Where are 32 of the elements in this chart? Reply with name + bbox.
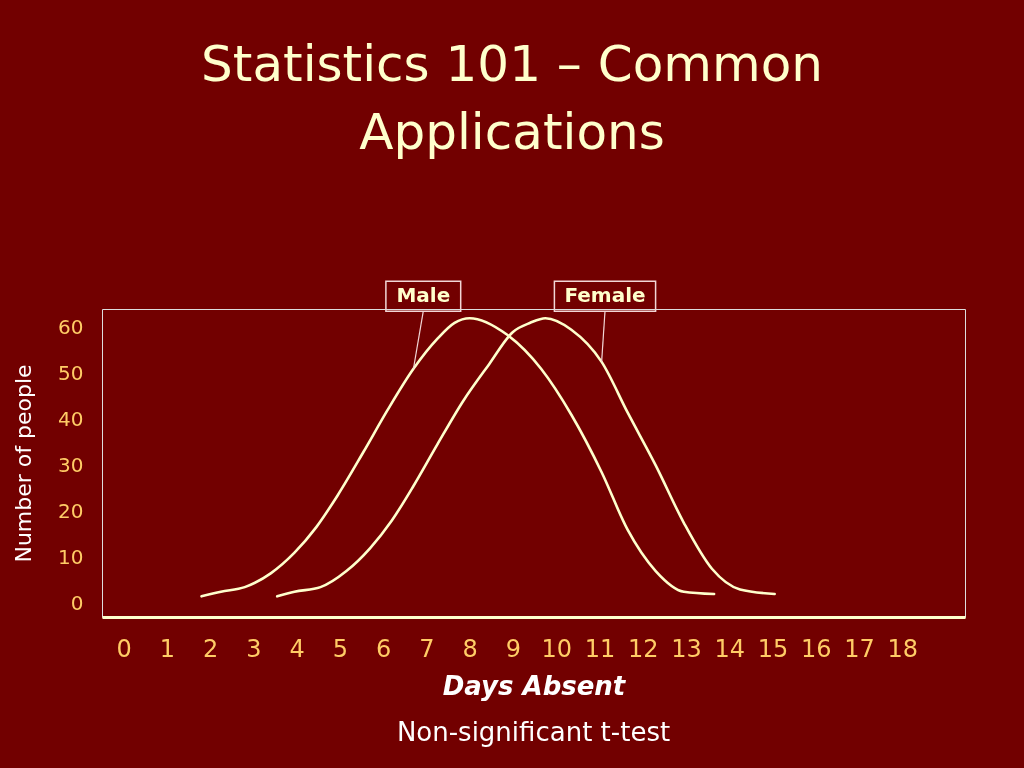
y-tick-label: 10	[58, 544, 84, 569]
x-tick-label: 10	[541, 634, 572, 663]
y-tick-label: 40	[58, 406, 84, 431]
chart-title: Statistics 101 – Common Applications	[201, 35, 823, 162]
x-tick-label: 4	[289, 634, 305, 663]
x-tick-label: 0	[116, 634, 132, 663]
x-tick-label: 2	[203, 634, 219, 663]
x-tick-label: 9	[505, 634, 522, 663]
x-tick-label: 18	[887, 634, 919, 663]
x-tick-label: 3	[246, 634, 262, 663]
text: Non-significant t-test	[396, 717, 671, 747]
y-tick-label: 30	[58, 452, 84, 477]
series-label: Male	[396, 283, 451, 308]
x-tick-label: 16	[800, 634, 832, 663]
x-tick-label: 12	[627, 634, 659, 663]
y-tick-label: 60	[58, 314, 84, 339]
y-tick-label: 0	[70, 590, 84, 615]
x-tick-label: 8	[462, 634, 478, 663]
x-tick-label: 15	[757, 634, 789, 663]
series-label: Female	[564, 283, 646, 308]
x-tick-label: 11	[584, 634, 616, 663]
y-tick-label: 50	[58, 360, 84, 385]
x-tick-label: 1	[159, 634, 176, 663]
x-tick-label: 14	[714, 634, 746, 663]
x-axis-title: Days Absent	[442, 670, 627, 701]
x-tick-label: 6	[376, 634, 392, 663]
y-axis-title: Number of people	[11, 364, 37, 563]
x-tick-label: 5	[332, 634, 349, 663]
x-tick-label: 13	[671, 634, 702, 663]
y-tick-label: 20	[58, 498, 84, 523]
x-tick-label: 17	[844, 634, 875, 663]
x-tick-label: 7	[419, 634, 435, 663]
